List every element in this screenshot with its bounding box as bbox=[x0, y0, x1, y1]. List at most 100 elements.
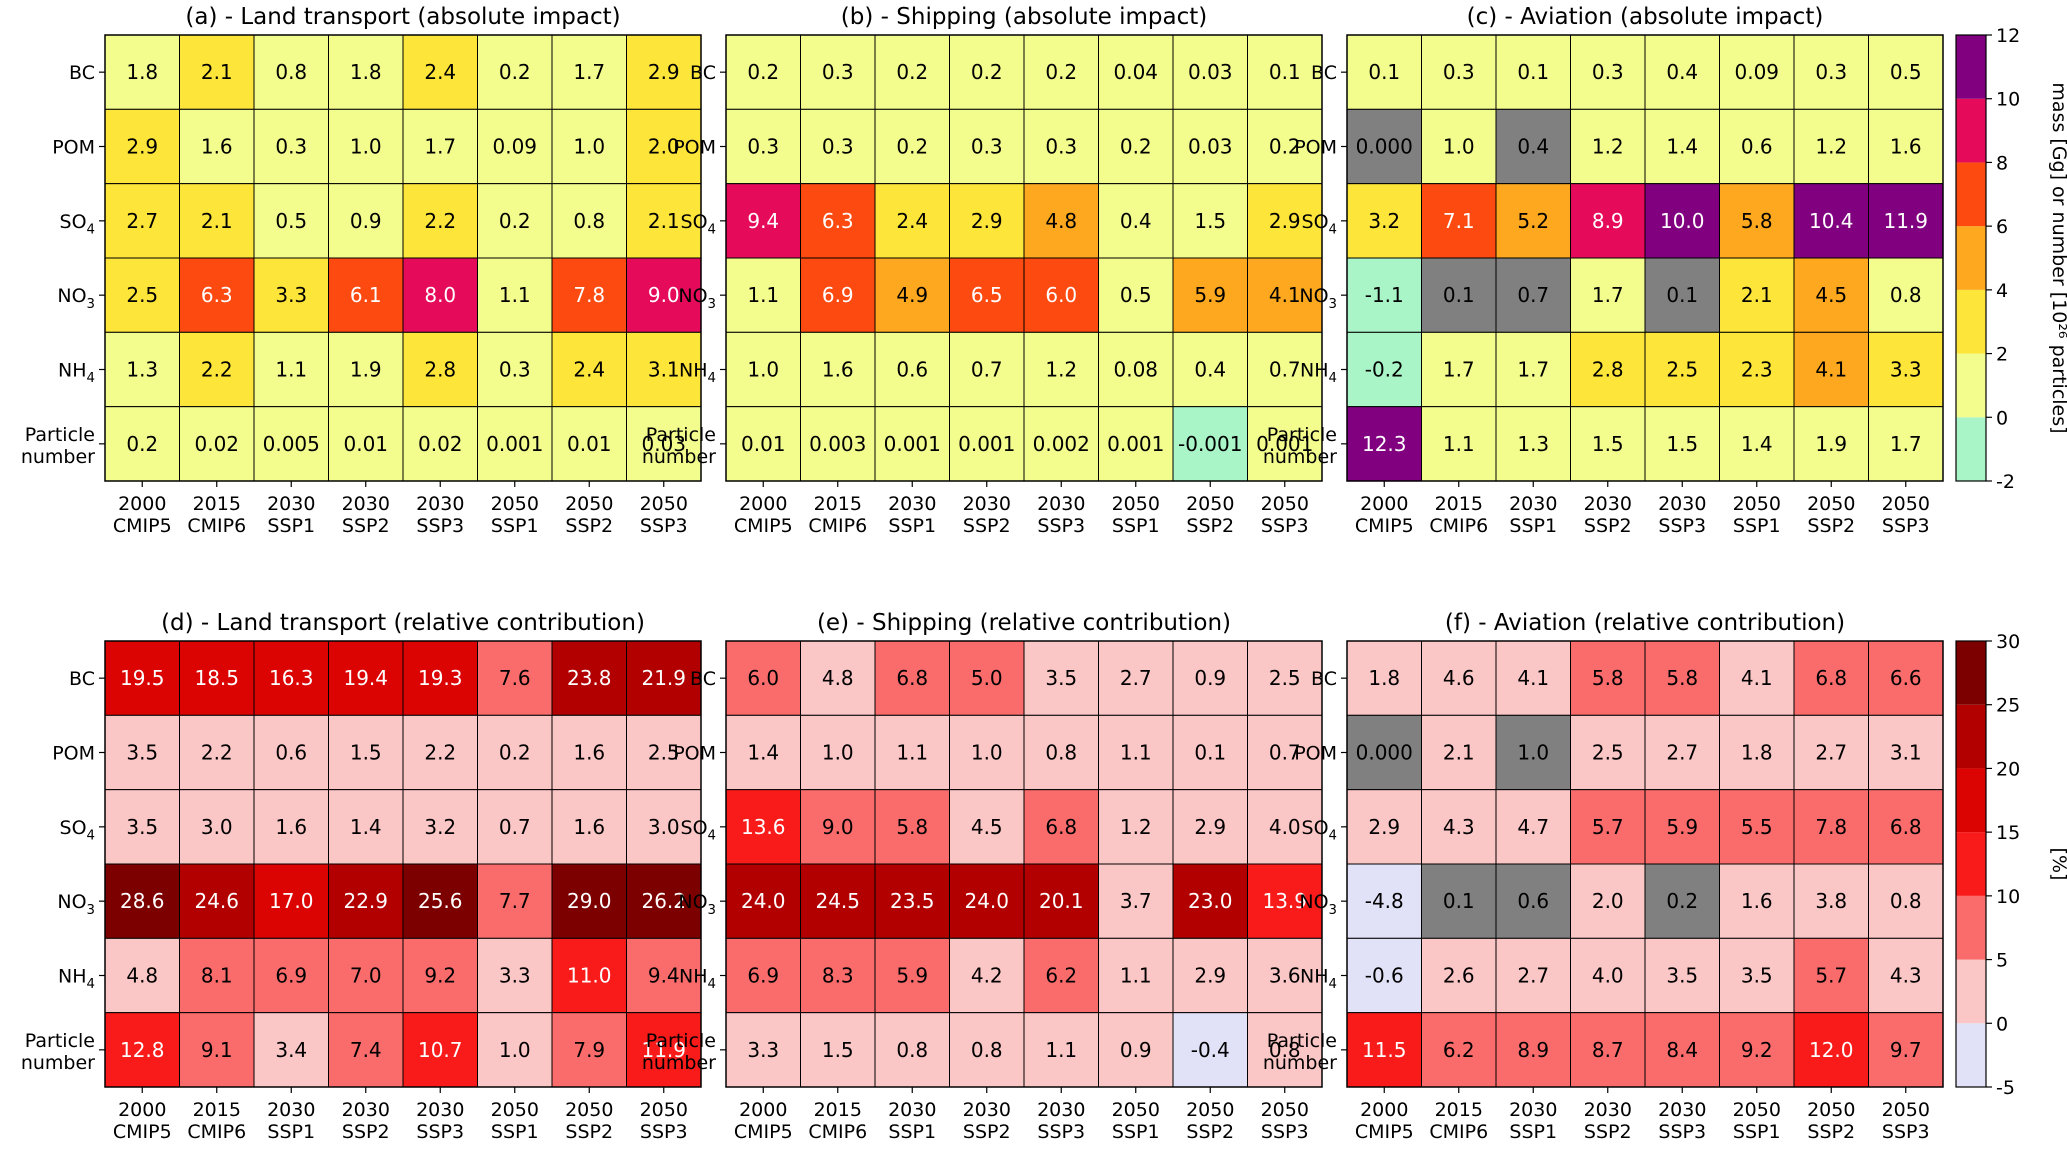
x-tick-label: 2030 bbox=[1509, 493, 1557, 515]
cell-value-label: 1.4 bbox=[350, 815, 382, 839]
heatmap-cell bbox=[1719, 863, 1795, 939]
heatmap-cell bbox=[1098, 1012, 1174, 1088]
colorbar-relative: -5 0 5 10 15 20 25 30 [%] bbox=[1955, 631, 2067, 1099]
y-tick-label: NH4 bbox=[679, 360, 716, 387]
cell-value-label: 0.2 bbox=[499, 60, 531, 84]
heatmap-cell bbox=[1644, 34, 1720, 110]
cell-value-label: 2.5 bbox=[648, 741, 680, 765]
x-tick-label: CMIP5 bbox=[1355, 1121, 1414, 1143]
cell-value-label: 0.3 bbox=[822, 60, 854, 84]
heatmap-cell bbox=[1644, 937, 1720, 1014]
x-tick-label: CMIP5 bbox=[734, 1121, 793, 1143]
cell-value-label: 2.9 bbox=[1368, 815, 1400, 839]
cell-value-label: 0.1 bbox=[1666, 283, 1698, 307]
cell-value-label: 1.0 bbox=[971, 741, 1003, 765]
x-tick-label: 2050 bbox=[1807, 1099, 1855, 1121]
cell-value-label: 0.3 bbox=[1045, 135, 1077, 159]
heatmap-cell bbox=[626, 108, 702, 185]
colorbar-segment bbox=[1956, 98, 1986, 163]
cell-value-label: -0.2 bbox=[1365, 358, 1404, 382]
heatmap-cell bbox=[1421, 1012, 1497, 1088]
cell-value-label: 2.3 bbox=[1741, 358, 1773, 382]
cell-value-label: 4.1 bbox=[1517, 666, 1549, 690]
cell-value-label: 2.6 bbox=[1443, 964, 1475, 988]
y-tick-label: number bbox=[642, 1052, 716, 1074]
x-tick-label: CMIP5 bbox=[113, 515, 172, 537]
cell-value-label: 24.0 bbox=[741, 889, 786, 913]
cell-value-label: 1.0 bbox=[822, 741, 854, 765]
x-tick-label: SSP1 bbox=[1509, 1121, 1557, 1143]
colorbar-tick-label: 4 bbox=[1996, 280, 2008, 302]
y-tick-label: BC bbox=[690, 668, 716, 690]
cell-value-label: 0.3 bbox=[747, 135, 779, 159]
x-tick-label: 2000 bbox=[1360, 493, 1408, 515]
colorbar-segment bbox=[1956, 641, 1986, 705]
heatmap-cell bbox=[253, 937, 329, 1014]
cell-value-label: 3.4 bbox=[275, 1038, 307, 1062]
heatmap-cell bbox=[253, 1012, 329, 1088]
cell-value-label: 1.2 bbox=[1120, 815, 1152, 839]
cell-value-label: 5.9 bbox=[1666, 815, 1698, 839]
cell-value-label: 0.000 bbox=[1356, 135, 1413, 159]
cell-value-label: 2.1 bbox=[1443, 741, 1475, 765]
y-tick-label: BC bbox=[69, 668, 95, 690]
x-tick-label: 2050 bbox=[640, 493, 688, 515]
heatmap-cell bbox=[1868, 406, 1944, 482]
y-tick-label: number bbox=[21, 446, 95, 468]
cell-value-label: 2.0 bbox=[1592, 889, 1624, 913]
heatmap-cell bbox=[800, 640, 876, 716]
cell-value-label: 11.0 bbox=[567, 964, 612, 988]
colorbar-tick-label: 12 bbox=[1996, 25, 2020, 47]
heatmap-cell bbox=[1421, 108, 1497, 185]
heatmap-cell bbox=[874, 1012, 950, 1088]
cell-value-label: 29.0 bbox=[567, 889, 612, 913]
heatmap-cell bbox=[1570, 789, 1646, 865]
heatmap-cell bbox=[874, 937, 950, 1014]
heatmap-cell bbox=[551, 331, 627, 408]
heatmap-cell bbox=[1098, 331, 1174, 408]
x-tick-label: 2050 bbox=[565, 1099, 613, 1121]
cell-value-label: 1.0 bbox=[1517, 741, 1549, 765]
heatmap-cell bbox=[1719, 34, 1795, 110]
heatmap-cell bbox=[800, 406, 876, 482]
cell-value-label: 8.9 bbox=[1517, 1038, 1549, 1062]
cell-value-label: 7.6 bbox=[499, 666, 531, 690]
heatmap-cell bbox=[328, 789, 404, 865]
cell-value-label: 23.8 bbox=[567, 666, 612, 690]
y-tick-label: POM bbox=[1294, 743, 1337, 765]
heatmap-cell bbox=[104, 257, 180, 333]
y-tick-label: Particle bbox=[646, 424, 716, 446]
heatmap-cell bbox=[179, 257, 255, 333]
heatmap-cell bbox=[328, 108, 404, 185]
heatmap-cell bbox=[1172, 183, 1248, 259]
y-tick-label: NO3 bbox=[1299, 285, 1337, 312]
cell-value-label: 0.8 bbox=[1890, 283, 1922, 307]
cell-value-label: 4.1 bbox=[1741, 666, 1773, 690]
cell-value-label: 0.002 bbox=[1033, 432, 1090, 456]
cell-value-label: 2.9 bbox=[971, 209, 1003, 233]
heatmap-cell bbox=[874, 108, 950, 185]
heatmap-cell bbox=[1247, 1012, 1323, 1088]
cell-value-label: 0.7 bbox=[499, 815, 531, 839]
x-tick-label: 2030 bbox=[1658, 493, 1706, 515]
heatmap-cell bbox=[104, 183, 180, 259]
heatmap-cell bbox=[402, 789, 478, 865]
heatmap-cell bbox=[1421, 789, 1497, 865]
cell-value-label: 4.1 bbox=[1815, 358, 1847, 382]
heatmap-cell bbox=[874, 257, 950, 333]
cell-value-label: 0.9 bbox=[1194, 666, 1226, 690]
heatmap-cell bbox=[949, 937, 1025, 1014]
cell-value-label: 3.2 bbox=[1368, 209, 1400, 233]
heatmap-cell bbox=[1868, 937, 1944, 1014]
cell-value-label: 0.2 bbox=[1120, 135, 1152, 159]
heatmap-cell bbox=[551, 714, 627, 791]
cell-value-label: 0.8 bbox=[971, 1038, 1003, 1062]
x-tick-label: 2000 bbox=[118, 1099, 166, 1121]
y-tick-label: SO4 bbox=[1302, 211, 1337, 238]
colorbar-tick-label: 6 bbox=[1996, 216, 2008, 238]
x-tick-label: SSP2 bbox=[1584, 515, 1632, 537]
heatmap-cell bbox=[1793, 714, 1869, 791]
cell-value-label: 0.000 bbox=[1356, 741, 1413, 765]
heatmap-cell bbox=[725, 789, 801, 865]
